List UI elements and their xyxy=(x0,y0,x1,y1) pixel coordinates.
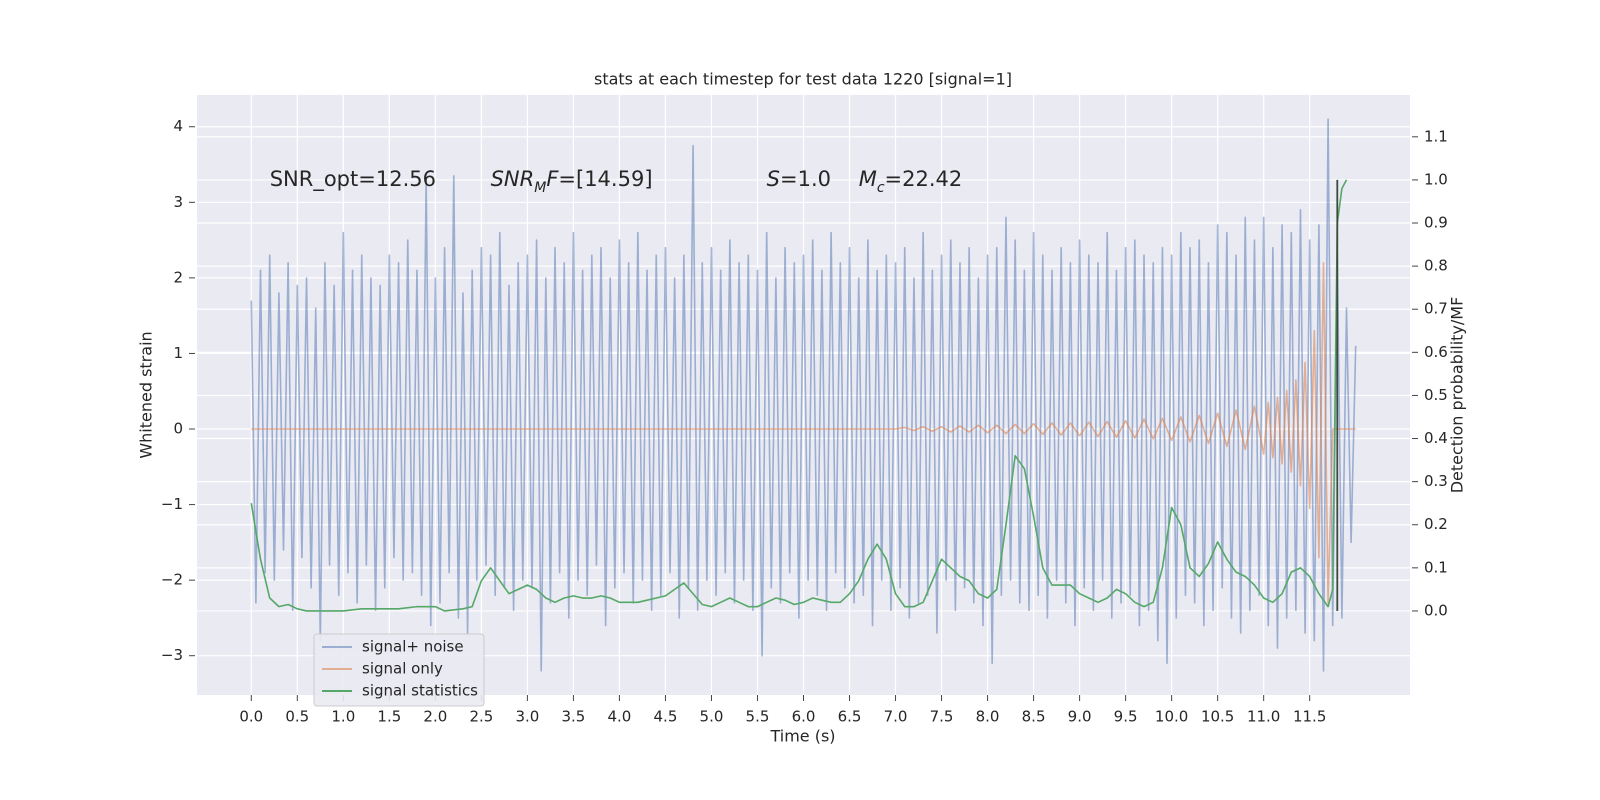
y-tick-label: 2 xyxy=(173,268,183,286)
plot xyxy=(250,118,1357,672)
series-line xyxy=(251,261,1356,604)
legend-label: signal only xyxy=(362,660,443,678)
x-tick-label: 3.5 xyxy=(561,708,585,726)
y2-tick-label: 1.1 xyxy=(1424,127,1448,145)
annotation-part: M xyxy=(534,180,546,196)
series-line xyxy=(250,118,1357,672)
x-tick-label: 4.0 xyxy=(608,708,632,726)
x-tick-label: 1.0 xyxy=(331,708,355,726)
y2-tick-label: 0.7 xyxy=(1424,300,1448,318)
x-tick-label: 0.0 xyxy=(239,708,263,726)
x-tick-label: 5.5 xyxy=(746,708,770,726)
chart-title: stats at each timestep for test data 122… xyxy=(594,70,1012,89)
annotation-part: =1.0 xyxy=(780,167,831,191)
annotation: Mc=22.42 xyxy=(859,167,963,196)
annotation: SNRMF=[14.59] xyxy=(491,167,653,196)
x-tick-label: 2.0 xyxy=(423,708,447,726)
y-tick-label: 3 xyxy=(173,193,183,211)
annotation-part: F xyxy=(546,167,559,191)
annotation: SNR_opt=12.56 xyxy=(270,167,436,192)
y2-tick-label: 0.0 xyxy=(1424,601,1448,619)
y-tick-label: −1 xyxy=(161,495,183,513)
x-tick-label: 5.0 xyxy=(700,708,724,726)
x-tick-label: 7.0 xyxy=(884,708,908,726)
y2-tick-label: 0.5 xyxy=(1424,386,1448,404)
series-line xyxy=(250,179,1348,612)
y-tick-label: −3 xyxy=(161,646,183,664)
x-tick-label: 11.5 xyxy=(1293,708,1326,726)
x-tick-label: 10.5 xyxy=(1201,708,1234,726)
annotation: S=1.0 xyxy=(767,167,831,191)
y2-tick-label: 0.2 xyxy=(1424,515,1448,533)
x-tick-label: 8.5 xyxy=(1022,708,1046,726)
x-tick-label: 6.0 xyxy=(792,708,816,726)
y2-tick-label: 0.6 xyxy=(1424,343,1448,361)
x-tick-label: 3.0 xyxy=(515,708,539,726)
x-tick-label: 8.0 xyxy=(976,708,1000,726)
y2-tick-label: 0.3 xyxy=(1424,472,1448,490)
y-tick-label: −2 xyxy=(161,571,183,589)
x-tick-label: 1.5 xyxy=(377,708,401,726)
annotation-part: S xyxy=(767,167,780,191)
legend: signal+ noise signal only signal statistic… xyxy=(313,633,485,707)
y2-axis-label: Detection probability/MF xyxy=(1448,297,1467,494)
x-tick-label: 6.5 xyxy=(838,708,862,726)
x-tick-label: 2.5 xyxy=(469,708,493,726)
y2-tick-label: 0.9 xyxy=(1424,214,1448,232)
y2-tick-label: 0.4 xyxy=(1424,429,1448,447)
x-tick-label: 0.5 xyxy=(285,708,309,726)
x-axis-label: Time (s) xyxy=(769,727,835,746)
grid xyxy=(197,95,1410,695)
annotation-part: c xyxy=(877,180,885,196)
x-tick-label: 9.5 xyxy=(1114,708,1138,726)
annotation-part: SNR_opt=12.56 xyxy=(270,167,436,192)
annotation-part: =[14.59] xyxy=(558,167,652,191)
y2-tick-label: 0.8 xyxy=(1424,257,1448,275)
x-tick-label: 9.0 xyxy=(1068,708,1092,726)
annotation-part: M xyxy=(859,167,877,191)
x-tick-label: 7.5 xyxy=(930,708,954,726)
annotation-part: =22.42 xyxy=(885,167,963,191)
x-tick-label: 10.0 xyxy=(1155,708,1188,726)
legend-label: signal statistics xyxy=(362,682,478,700)
legend-box xyxy=(313,633,485,707)
annotation-part: SNR xyxy=(491,167,535,191)
x-tick-label: 11.0 xyxy=(1247,708,1280,726)
y-tick-label: 0 xyxy=(173,420,183,438)
x-tick-label: 4.5 xyxy=(654,708,678,726)
y-tick-label: 4 xyxy=(173,117,183,135)
y2-tick-label: 0.1 xyxy=(1424,558,1448,576)
y-axis-label: Whitened strain xyxy=(137,331,156,458)
legend-label: signal+ noise xyxy=(362,638,464,656)
y-tick-label: 1 xyxy=(173,344,183,362)
y2-tick-label: 1.0 xyxy=(1424,170,1448,188)
